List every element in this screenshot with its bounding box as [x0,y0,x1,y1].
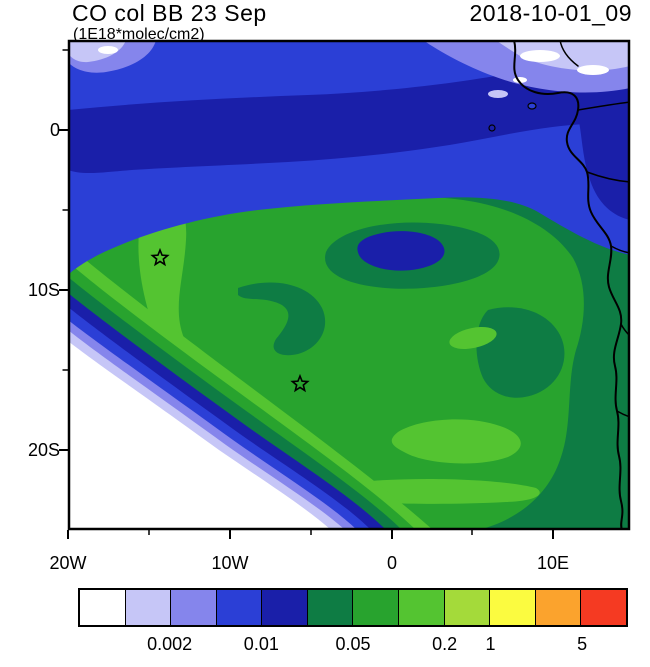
colorbar-cells [78,588,628,627]
country-border-2 [577,101,630,111]
colorbar-tick-label: 0.002 [147,634,193,654]
wedge-white-corner [68,341,331,530]
colorbar-tick-label: 1 [485,634,496,654]
x-axis-label-20w: 20W [49,553,87,573]
contour-coast-navy [573,98,630,220]
fire-star-marker-2 [290,373,310,393]
colorbar-cell-9 [444,590,491,625]
colorbar-tick-label: 0.05 [335,634,371,654]
island-outline-2 [527,102,537,110]
country-border-3 [586,171,630,183]
colorbar-cell-5 [262,590,308,625]
island-outline-1 [488,124,496,132]
map-frame [67,39,631,531]
colorbar-cell-11 [535,590,582,625]
colorbar-cell-12 [581,590,626,625]
contour-bright-ridge-west [138,187,303,456]
colorbar-labels: 0.002 0.01 0.05 0.2 1 5 [78,633,628,655]
contour-bright-patch-east [449,327,497,349]
colorbar-cell-10 [490,590,536,625]
axis-ticks [59,49,554,539]
contour-lavender-northwest [68,40,126,63]
contour-dark-hook [238,282,326,356]
contour-dark-pocket-east [476,307,565,398]
x-axis-label-0: 0 [386,553,397,573]
y-axis-label-20s: 20S [27,440,60,460]
colorbar-cell-3 [171,590,217,625]
y-axis-label-10s: 10S [27,280,60,300]
contour-white-spot-1 [520,50,560,62]
colorbar-cell-2 [125,590,172,625]
colorbar-cell-1 [80,590,126,625]
y-axis-label-0: 0 [49,120,60,140]
colorbar-tick-label: 0.01 [243,634,279,654]
colorbar-tick-label: 0.2 [432,634,458,654]
colorbar-cell-4 [216,590,263,625]
contour-white-spot-4 [98,46,118,54]
contour-lavender-northeast [496,40,630,71]
colorbar-cell-6 [307,590,354,625]
plot-units-subtitle: (1E18*molec/cm2) [73,26,205,43]
plot-title: CO col BB 23 Sep [72,0,267,26]
x-axis-label-10e: 10E [536,553,570,573]
contour-bright-patch-southeast [391,419,521,464]
contour-lavender-fleck [488,90,508,98]
country-border-1 [559,40,579,67]
colorbar-tick-label: 5 [577,634,588,654]
plot-timestamp: 2018-10-01_09 [469,0,632,26]
fire-star-marker-1 [150,247,170,267]
colorbar-cell-7 [353,590,400,625]
contour-white-spot-2 [577,65,609,75]
contour-navy-pocket [357,231,445,271]
contour-north-navy-band [68,59,630,174]
colorbar-cell-8 [399,590,445,625]
x-axis-label-10w: 10W [211,553,249,573]
